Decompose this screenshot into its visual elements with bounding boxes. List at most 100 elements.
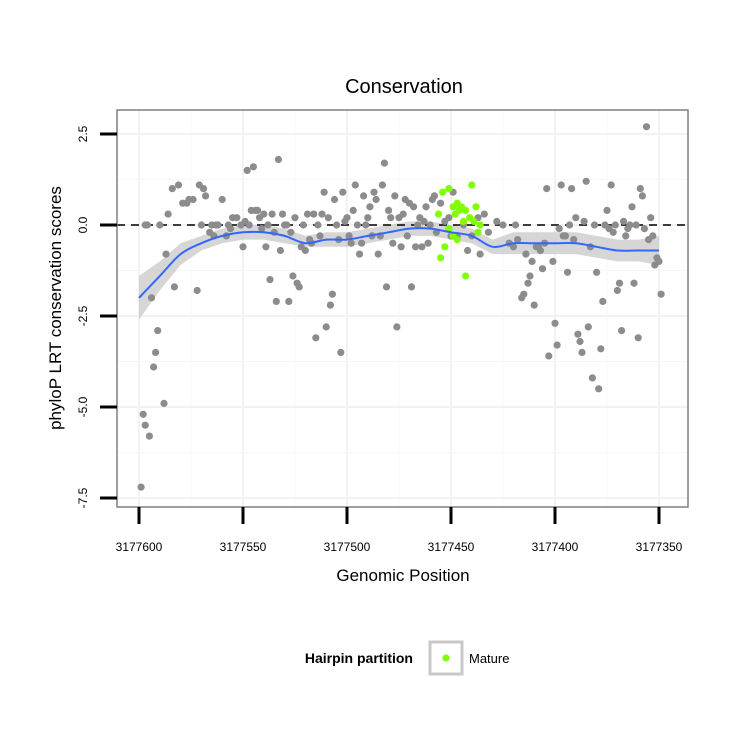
point-other bbox=[276, 246, 284, 255]
point-mature bbox=[462, 272, 470, 280]
point-other bbox=[299, 221, 307, 229]
point-other bbox=[420, 217, 428, 225]
point-other bbox=[424, 239, 432, 247]
x-tick-label: 3177550 bbox=[220, 540, 267, 554]
point-mature bbox=[441, 243, 449, 251]
point-other bbox=[399, 210, 407, 218]
x-tick-label: 3177450 bbox=[428, 540, 475, 554]
point-other bbox=[295, 283, 303, 291]
point-other bbox=[397, 243, 405, 251]
point-other bbox=[578, 348, 586, 356]
point-other bbox=[526, 272, 534, 280]
point-other bbox=[243, 166, 251, 174]
point-other bbox=[333, 221, 341, 229]
point-other bbox=[355, 250, 364, 258]
point-mature bbox=[437, 254, 445, 262]
point-other bbox=[509, 243, 517, 251]
point-other bbox=[437, 199, 445, 207]
point-other bbox=[362, 221, 370, 229]
point-other bbox=[351, 181, 359, 189]
point-other bbox=[566, 221, 574, 229]
x-tick-label: 3177400 bbox=[532, 540, 579, 554]
point-other bbox=[150, 363, 158, 371]
point-other bbox=[561, 232, 570, 240]
point-mature bbox=[468, 181, 476, 189]
point-other bbox=[603, 206, 611, 214]
point-other bbox=[389, 239, 397, 247]
point-other bbox=[657, 290, 665, 298]
point-other bbox=[343, 214, 351, 222]
point-other bbox=[147, 294, 156, 302]
point-mature bbox=[445, 225, 453, 233]
point-other bbox=[382, 283, 391, 291]
point-other bbox=[580, 217, 588, 225]
point-other bbox=[622, 232, 630, 240]
point-other bbox=[632, 221, 640, 229]
point-other bbox=[595, 385, 603, 393]
point-other bbox=[233, 214, 241, 222]
point-other bbox=[380, 159, 388, 167]
legend: Hairpin partition Mature bbox=[305, 640, 509, 676]
chart-title: Conservation bbox=[345, 76, 463, 98]
point-other bbox=[322, 323, 330, 331]
point-other bbox=[330, 195, 339, 204]
legend-key-mature bbox=[442, 654, 450, 662]
point-other bbox=[618, 327, 626, 335]
point-other bbox=[422, 203, 430, 211]
point-other bbox=[607, 181, 615, 189]
y-axis: 2.5 0.0 -2.5 -5.0 -7.5 bbox=[76, 125, 117, 508]
point-mature bbox=[459, 217, 468, 225]
point-other bbox=[141, 421, 149, 429]
point-other bbox=[156, 221, 164, 229]
point-other bbox=[226, 225, 235, 233]
point-other bbox=[199, 185, 208, 193]
point-other bbox=[574, 330, 582, 338]
point-other bbox=[170, 283, 178, 291]
x-axis: 3177600 3177550 3177500 3177450 3177400 31773… bbox=[116, 507, 683, 554]
point-other bbox=[403, 232, 411, 240]
point-other bbox=[407, 283, 416, 291]
point-other bbox=[464, 246, 472, 255]
point-other bbox=[310, 210, 318, 218]
point-other bbox=[590, 221, 599, 229]
point-other bbox=[328, 290, 336, 298]
point-other bbox=[642, 123, 651, 131]
point-other bbox=[387, 214, 395, 222]
point-other bbox=[239, 243, 247, 251]
point-other bbox=[272, 297, 280, 305]
point-mature bbox=[476, 221, 484, 229]
y-tick-label: 0.0 bbox=[76, 216, 90, 233]
point-other bbox=[638, 192, 647, 200]
point-other bbox=[545, 352, 553, 360]
points-mature bbox=[434, 181, 484, 280]
point-other bbox=[189, 195, 197, 204]
point-other bbox=[174, 181, 183, 189]
point-other bbox=[289, 272, 297, 280]
point-mature bbox=[462, 206, 470, 214]
point-other bbox=[636, 185, 644, 193]
point-other bbox=[582, 177, 590, 185]
point-other bbox=[570, 236, 578, 244]
smooth-confidence-band bbox=[139, 221, 659, 320]
point-other bbox=[145, 432, 153, 440]
point-other bbox=[538, 265, 547, 273]
point-other bbox=[347, 239, 355, 247]
point-other bbox=[364, 214, 372, 222]
point-other bbox=[264, 221, 272, 229]
point-other bbox=[553, 341, 561, 349]
point-other bbox=[266, 276, 274, 284]
y-tick-label: 2.5 bbox=[76, 125, 90, 142]
point-other bbox=[391, 192, 399, 200]
point-other bbox=[511, 221, 520, 229]
point-other bbox=[412, 243, 420, 251]
point-other bbox=[426, 221, 434, 229]
point-other bbox=[324, 214, 332, 222]
point-other bbox=[154, 327, 162, 335]
point-mature bbox=[474, 228, 482, 236]
point-other bbox=[524, 279, 532, 287]
y-axis-title: phyloP LRT conservation scores bbox=[46, 186, 65, 430]
x-tick-label: 3177350 bbox=[636, 540, 683, 554]
point-other bbox=[640, 225, 649, 233]
point-other bbox=[245, 221, 253, 229]
point-other bbox=[378, 181, 386, 189]
